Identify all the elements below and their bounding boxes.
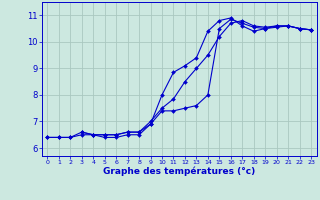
X-axis label: Graphe des températures (°c): Graphe des températures (°c) [103, 167, 255, 176]
